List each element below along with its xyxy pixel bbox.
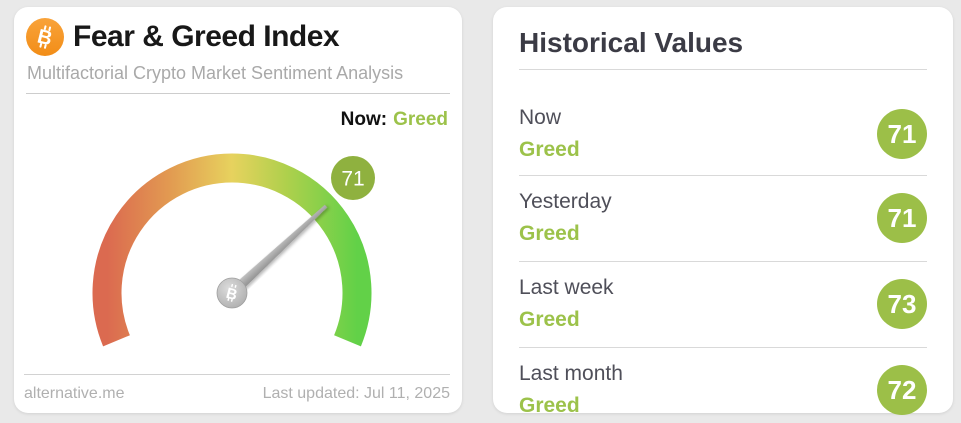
history-row-label: Yesterday xyxy=(519,190,612,213)
history-row-label: Now xyxy=(519,106,562,129)
source-link[interactable]: alternative.me xyxy=(24,384,125,402)
card-footer: alternative.me Last updated: Jul 11, 202… xyxy=(24,374,450,410)
now-label: Now: xyxy=(340,109,388,130)
header-divider xyxy=(26,93,450,94)
fear-greed-card: B Fear & Greed Index Multifactorial Cryp… xyxy=(14,7,462,413)
gauge-needle xyxy=(228,204,328,297)
gauge-hub: B xyxy=(216,277,248,309)
gauge-value-label: 71 xyxy=(341,168,364,191)
bitcoin-icon: B xyxy=(26,18,64,56)
gauge-value-badge: 71 xyxy=(331,156,375,200)
history-row-sentiment: Greed xyxy=(519,222,580,245)
history-value-badge: 71 xyxy=(877,193,927,243)
page-title: Fear & Greed Index xyxy=(73,20,340,53)
historical-values-title: Historical Values xyxy=(519,7,927,70)
history-row-now: Now Greed 71 xyxy=(519,70,927,176)
sentiment-gauge: B 71 xyxy=(14,138,462,370)
history-row-sentiment: Greed xyxy=(519,394,580,417)
history-row-label: Last week xyxy=(519,276,614,299)
history-row-text: Last week Greed xyxy=(519,275,614,333)
history-value-badge: 72 xyxy=(877,365,927,415)
history-row-text: Yesterday Greed xyxy=(519,189,612,247)
page-subtitle: Multifactorial Crypto Market Sentiment A… xyxy=(27,63,404,83)
now-sentiment-value: Greed xyxy=(393,109,448,130)
historical-values-card: Historical Values Now Greed 71 Yesterday… xyxy=(493,7,953,417)
history-value-badge: 71 xyxy=(877,109,927,159)
history-row-last-month: Last month Greed 72 xyxy=(519,348,927,423)
history-row-sentiment: Greed xyxy=(519,138,580,161)
last-updated-text: Last updated: Jul 11, 2025 xyxy=(262,384,450,402)
history-row-sentiment: Greed xyxy=(519,308,580,331)
history-row-text: Now Greed xyxy=(519,105,580,163)
fear-greed-header: B Fear & Greed Index xyxy=(26,18,450,56)
history-row-last-week: Last week Greed 73 xyxy=(519,262,927,348)
bitcoin-glyph: B xyxy=(35,26,54,51)
history-row-label: Last month xyxy=(519,362,623,385)
history-row-yesterday: Yesterday Greed 71 xyxy=(519,176,927,262)
gauge-arc xyxy=(92,153,372,347)
widget-container: B Fear & Greed Index Multifactorial Cryp… xyxy=(14,7,953,417)
gauge-svg: B 71 xyxy=(92,153,375,347)
history-row-text: Last month Greed xyxy=(519,361,623,419)
history-value-badge: 73 xyxy=(877,279,927,329)
current-sentiment-line: Now: Greed xyxy=(26,109,450,131)
